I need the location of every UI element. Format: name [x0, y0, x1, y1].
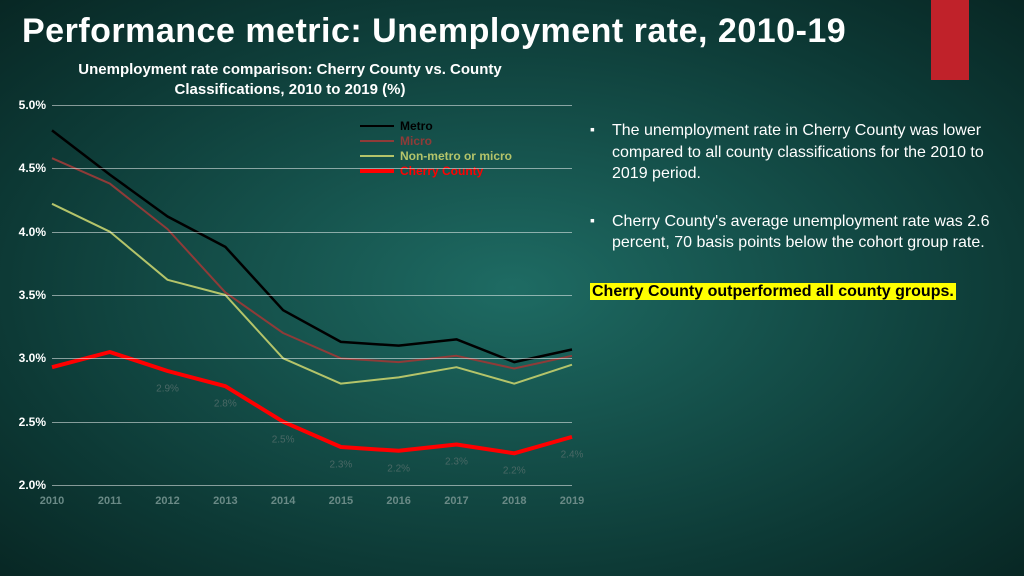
y-axis-label: 3.5%	[19, 288, 52, 302]
data-label: 2.4%	[561, 449, 584, 460]
y-axis-label: 5.0%	[19, 98, 52, 112]
y-axis-label: 3.0%	[19, 351, 52, 365]
chart-container: Unemployment rate comparison: Cherry Cou…	[10, 60, 570, 540]
legend-label: Cherry County	[400, 164, 483, 178]
data-label: 2.2%	[503, 466, 526, 477]
x-axis-label: 2015	[329, 495, 353, 507]
y-axis-label: 2.5%	[19, 415, 52, 429]
chart-title-line1: Unemployment rate comparison: Cherry Cou…	[78, 61, 501, 78]
data-label: 2.5%	[272, 434, 295, 445]
gridline	[52, 295, 572, 296]
legend-item: Non-metro or micro	[360, 149, 512, 163]
bullet-item: Cherry County's average unemployment rat…	[590, 211, 1000, 254]
y-axis-label: 4.5%	[19, 161, 52, 175]
x-axis-label: 2011	[98, 495, 122, 507]
series-cherry-county	[52, 352, 572, 453]
bullet-list: The unemployment rate in Cherry County w…	[590, 120, 1000, 254]
x-axis-label: 2013	[213, 495, 237, 507]
data-label: 2.9%	[156, 384, 179, 395]
legend-swatch	[360, 125, 394, 127]
data-label: 2.3%	[329, 460, 352, 471]
legend-swatch	[360, 155, 394, 157]
gridline	[52, 105, 572, 106]
data-label: 2.2%	[387, 463, 410, 474]
x-axis-label: 2014	[271, 495, 295, 507]
legend-label: Non-metro or micro	[400, 149, 512, 163]
data-label: 2.3%	[445, 457, 468, 468]
gridline	[52, 232, 572, 233]
gridline	[52, 422, 572, 423]
x-axis-label: 2019	[560, 495, 584, 507]
gridline	[52, 358, 572, 359]
bullet-item: The unemployment rate in Cherry County w…	[590, 120, 1000, 185]
gridline	[52, 485, 572, 486]
slide-title: Performance metric: Unemployment rate, 2…	[22, 12, 846, 51]
x-axis-label: 2017	[444, 495, 468, 507]
legend-item: Cherry County	[360, 164, 512, 178]
chart-plot: MetroMicroNon-metro or microCherry Count…	[52, 105, 572, 485]
x-axis-label: 2010	[40, 495, 64, 507]
legend-swatch	[360, 169, 394, 172]
chart-title: Unemployment rate comparison: Cherry Cou…	[10, 60, 570, 99]
data-label: 2.8%	[214, 399, 237, 410]
legend-swatch	[360, 140, 394, 142]
x-axis-label: 2016	[386, 495, 410, 507]
legend-item: Micro	[360, 134, 512, 148]
highlight-text: Cherry County outperformed all county gr…	[590, 283, 956, 300]
x-axis-label: 2018	[502, 495, 526, 507]
gridline	[52, 168, 572, 169]
accent-ribbon	[931, 0, 969, 80]
chart-legend: MetroMicroNon-metro or microCherry Count…	[360, 119, 512, 179]
x-axis-label: 2012	[155, 495, 179, 507]
legend-item: Metro	[360, 119, 512, 133]
legend-label: Micro	[400, 134, 432, 148]
y-axis-label: 2.0%	[19, 478, 52, 492]
y-axis-label: 4.0%	[19, 225, 52, 239]
chart-title-line2: Classifications, 2010 to 2019 (%)	[175, 81, 406, 98]
bullets-panel: The unemployment rate in Cherry County w…	[590, 120, 1000, 304]
legend-label: Metro	[400, 119, 433, 133]
